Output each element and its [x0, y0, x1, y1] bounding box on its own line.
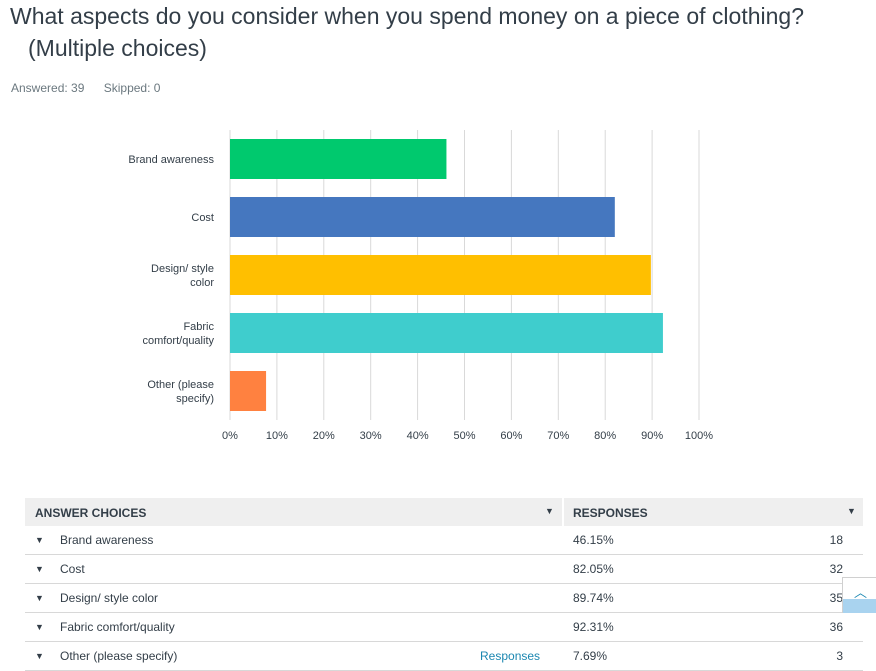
x-tick-label: 100% — [685, 430, 713, 442]
response-percent: 7.69% — [573, 649, 608, 663]
response-count: 18 — [829, 533, 843, 547]
x-tick-label: 70% — [547, 430, 569, 442]
table-body: ▼ Brand awareness 46.15% 18 ▼ Cost 82.05% 32 ▼ De… — [25, 526, 863, 671]
table-header: ANSWER CHOICES ▼ RESPONSES ▼ — [25, 498, 863, 526]
question-title-line2: (Multiple choices) — [28, 35, 207, 61]
x-tick-label: 40% — [407, 430, 429, 442]
sort-caret-icon[interactable]: ▼ — [847, 506, 856, 516]
answer-table: ANSWER CHOICES ▼ RESPONSES ▼ ▼ Brand awar… — [25, 498, 863, 671]
category-label: Fabric comfort/quality — [142, 321, 214, 347]
caret-down-icon[interactable]: ▼ — [35, 651, 44, 661]
category-label: Design/ style color — [151, 263, 214, 289]
sort-caret-icon[interactable]: ▼ — [545, 506, 554, 516]
response-percent: 82.05% — [573, 562, 614, 576]
caret-down-icon[interactable]: ▼ — [35, 593, 44, 603]
answer-choice-label: Fabric comfort/quality — [60, 620, 175, 634]
answer-choice-label: Design/ style color — [60, 591, 159, 605]
chevron-up-icon: ︿ — [854, 585, 868, 600]
table-row: ▼ Fabric comfort/quality 92.31% 36 — [25, 613, 863, 642]
x-tick-label: 10% — [266, 430, 288, 442]
skipped-count: Skipped: 0 — [103, 81, 161, 95]
category-label: Cost — [191, 212, 214, 224]
caret-down-icon[interactable]: ▼ — [35, 564, 44, 574]
x-tick-label: 20% — [313, 430, 335, 442]
bar-chart: 0% 10% 20% 30% 40% 50% 60% 70% 80% 90% 100% Brand a… — [128, 130, 713, 442]
bar[interactable] — [230, 139, 447, 179]
scroll-to-top-button[interactable]: ︿ — [842, 577, 876, 613]
question-title: What aspects do you consider when you sp… — [10, 0, 876, 64]
scroll-indicator — [843, 599, 876, 613]
responses-link[interactable]: Responses — [480, 649, 541, 663]
question-title-line1: What aspects do you consider when you sp… — [10, 3, 804, 29]
response-count: 3 — [836, 649, 843, 663]
x-tick-label: 90% — [641, 430, 663, 442]
x-tick-label: 0% — [222, 430, 238, 442]
x-tick-label: 60% — [500, 430, 522, 442]
answer-choice-label: Other (please specify) — [60, 649, 178, 663]
caret-down-icon[interactable]: ▼ — [35, 535, 44, 545]
answer-choice-label: Brand awareness — [60, 533, 154, 547]
response-count: 32 — [829, 562, 843, 576]
bar[interactable] — [230, 197, 615, 237]
table-row: ▼ Brand awareness 46.15% 18 — [25, 526, 863, 555]
response-count: 35 — [829, 591, 843, 605]
x-tick-label: 50% — [453, 430, 475, 442]
table-row: ▼ Cost 82.05% 32 — [25, 555, 863, 584]
table-row: ▼ Design/ style color 89.74% 35 — [25, 584, 863, 613]
category-label: Other (please specify) — [147, 379, 214, 405]
x-tick-label: 80% — [594, 430, 616, 442]
response-count: 36 — [829, 620, 843, 634]
caret-down-icon[interactable]: ▼ — [35, 622, 44, 632]
response-summary: Answered: 39 Skipped: 0 — [11, 81, 176, 95]
header-responses[interactable]: RESPONSES — [573, 506, 648, 520]
response-percent: 46.15% — [573, 533, 614, 547]
x-tick-label: 30% — [360, 430, 382, 442]
table-row: ▼ Other (please specify) 7.69% 3 Responses — [25, 642, 863, 671]
answered-count: Answered: 39 — [11, 81, 85, 95]
category-label: Brand awareness — [128, 154, 214, 166]
bar[interactable] — [230, 255, 651, 295]
header-answer-choices[interactable]: ANSWER CHOICES — [35, 506, 147, 520]
bar[interactable] — [230, 313, 663, 353]
answer-choice-label: Cost — [60, 562, 85, 576]
bar[interactable] — [230, 371, 267, 411]
response-percent: 92.31% — [573, 620, 614, 634]
response-percent: 89.74% — [573, 591, 614, 605]
header-divider — [562, 498, 564, 526]
